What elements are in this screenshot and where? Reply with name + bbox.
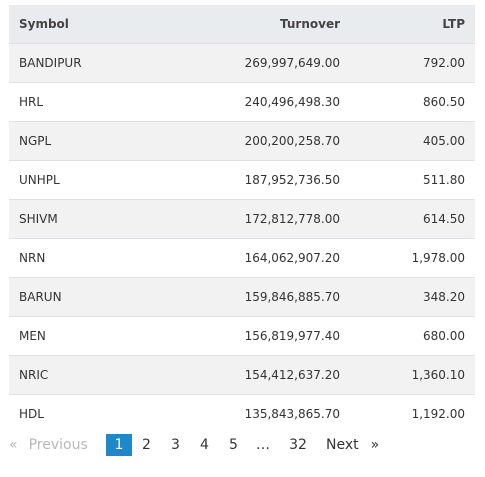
cell-symbol[interactable]: NRN xyxy=(19,250,46,265)
cell-ltp: 405.00 xyxy=(423,133,465,148)
cell-ltp: 1,978.00 xyxy=(411,250,465,265)
cell-ltp: 614.50 xyxy=(423,211,465,226)
cell-symbol[interactable]: HDL xyxy=(19,406,44,421)
cell-ltp: 511.80 xyxy=(423,172,465,187)
cell-symbol[interactable]: UNHPL xyxy=(19,172,60,187)
cell-turnover: 269,997,649.00 xyxy=(244,55,340,70)
page-button-1[interactable]: 1 xyxy=(106,434,132,456)
cell-ltp: 348.20 xyxy=(423,289,465,304)
table-row: HDL 135,843,865.70 1,192.00 xyxy=(9,394,475,433)
turnover-table-container: Symbol Turnover LTP BANDIPUR 269,997,649.… xyxy=(9,5,475,433)
cell-turnover: 156,819,977.40 xyxy=(244,328,340,343)
pagination-ellipsis: … xyxy=(256,437,270,453)
cell-symbol[interactable]: BANDIPUR xyxy=(19,55,82,70)
table-row: SHIVM 172,812,778.00 614.50 xyxy=(9,199,475,238)
cell-ltp: 860.50 xyxy=(423,94,465,109)
table-row: NGPL 200,200,258.70 405.00 xyxy=(9,121,475,160)
cell-ltp: 680.00 xyxy=(423,328,465,343)
cell-symbol[interactable]: NRIC xyxy=(19,367,49,382)
page-button-5[interactable]: 5 xyxy=(229,437,238,453)
cell-turnover: 135,843,865.70 xyxy=(244,406,340,421)
cell-turnover: 200,200,258.70 xyxy=(244,133,340,148)
cell-turnover: 164,062,907.20 xyxy=(244,250,340,265)
table-row: NRIC 154,412,637.20 1,360.10 xyxy=(9,355,475,394)
pagination: « Previous 1 2 3 4 5 … 32 Next » xyxy=(9,434,379,456)
double-chevron-right-icon: » xyxy=(370,437,380,453)
double-chevron-left-icon: « xyxy=(9,437,18,453)
cell-symbol[interactable]: NGPL xyxy=(19,133,52,148)
cell-symbol[interactable]: MEN xyxy=(19,328,46,343)
column-header-symbol[interactable]: Symbol xyxy=(19,16,69,31)
table-row: NRN 164,062,907.20 1,978.00 xyxy=(9,238,475,277)
cell-turnover: 187,952,736.50 xyxy=(244,172,340,187)
cell-symbol[interactable]: HRL xyxy=(19,94,44,109)
column-header-turnover[interactable]: Turnover xyxy=(280,16,340,31)
table-row: HRL 240,496,498.30 860.50 xyxy=(9,82,475,121)
header-row: Symbol Turnover LTP xyxy=(9,5,475,43)
table-row: UNHPL 187,952,736.50 511.80 xyxy=(9,160,475,199)
page-button-4[interactable]: 4 xyxy=(200,437,209,453)
page-button-2[interactable]: 2 xyxy=(142,437,151,453)
table-row: MEN 156,819,977.40 680.00 xyxy=(9,316,475,355)
turnover-table: Symbol Turnover LTP BANDIPUR 269,997,649.… xyxy=(9,5,475,433)
next-button[interactable]: Next » xyxy=(326,434,379,456)
previous-button[interactable]: « Previous xyxy=(9,434,106,456)
cell-turnover: 154,412,637.20 xyxy=(244,367,340,382)
next-label: Next xyxy=(326,437,359,453)
cell-ltp: 792.00 xyxy=(423,55,465,70)
cell-symbol[interactable]: SHIVM xyxy=(19,211,58,226)
column-header-ltp[interactable]: LTP xyxy=(442,16,465,31)
table-row: BANDIPUR 269,997,649.00 792.00 xyxy=(9,43,475,82)
page-button-3[interactable]: 3 xyxy=(171,437,180,453)
cell-turnover: 240,496,498.30 xyxy=(244,94,340,109)
cell-symbol[interactable]: BARUN xyxy=(19,289,62,304)
cell-turnover: 159,846,885.70 xyxy=(244,289,340,304)
table-row: BARUN 159,846,885.70 348.20 xyxy=(9,277,475,316)
previous-label: Previous xyxy=(28,437,88,453)
cell-turnover: 172,812,778.00 xyxy=(244,211,340,226)
cell-ltp: 1,192.00 xyxy=(411,406,465,421)
table-body: BANDIPUR 269,997,649.00 792.00 HRL 240,496,4… xyxy=(9,43,475,433)
page-button-last[interactable]: 32 xyxy=(289,437,307,453)
cell-ltp: 1,360.10 xyxy=(411,367,465,382)
table-header: Symbol Turnover LTP xyxy=(9,5,475,43)
